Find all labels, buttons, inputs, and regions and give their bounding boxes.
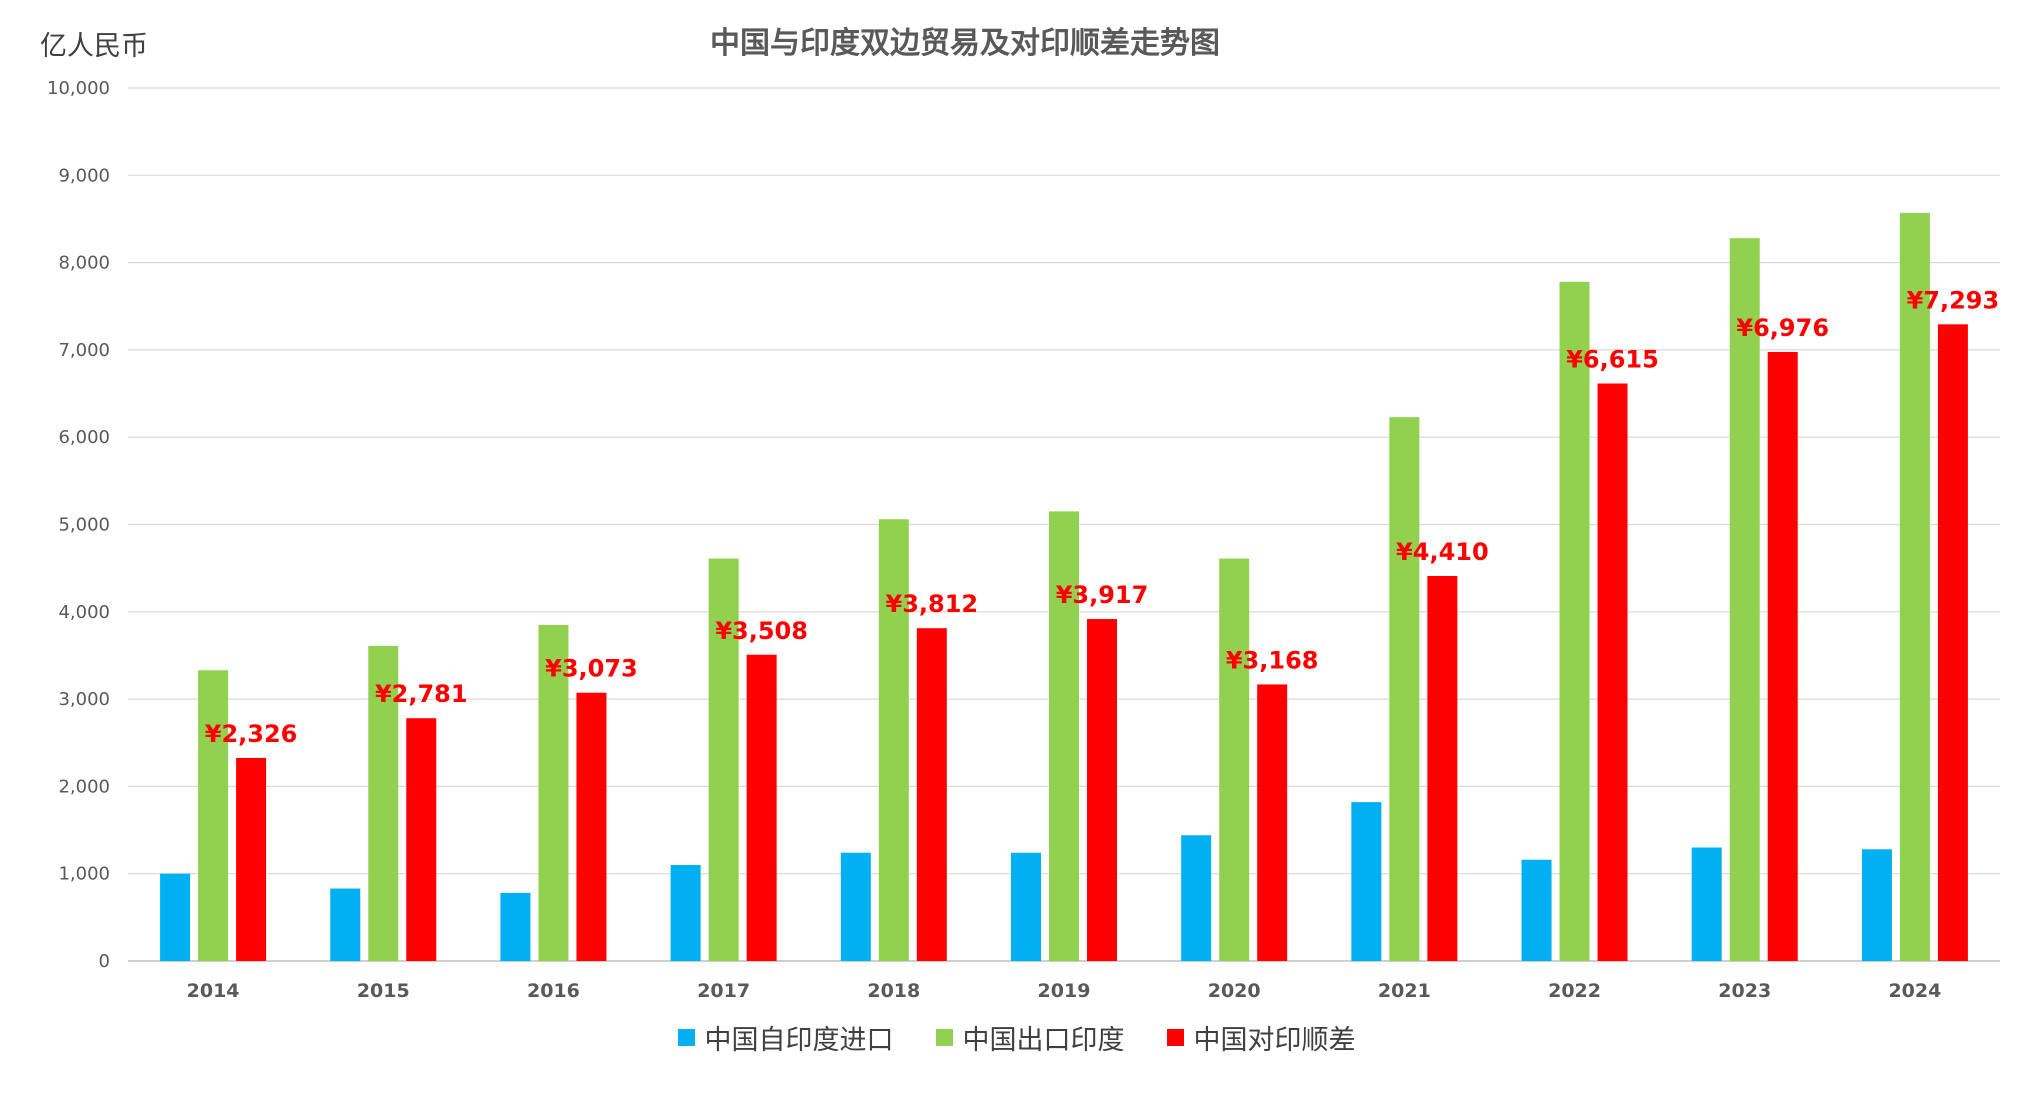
bar-import	[500, 892, 531, 961]
bar-import	[1521, 859, 1552, 961]
y-tick-label: 3,000	[58, 689, 110, 710]
bar-export	[198, 670, 229, 961]
x-tick-label: 2023	[1718, 980, 1771, 1002]
bar-export	[1049, 511, 1079, 961]
plot-area: 0 1,000 2,000 3,000 4,000 5,000 6,000 7,000 8,00…	[47, 78, 2000, 1002]
data-label-surplus: ¥3,508	[715, 617, 808, 645]
data-label-surplus: ¥3,073	[545, 655, 638, 683]
bar-surplus	[1087, 619, 1117, 961]
x-tick-label: 2018	[867, 980, 920, 1002]
data-label-surplus: ¥7,293	[1907, 286, 2000, 314]
legend-label-import: 中国自印度进口	[704, 1025, 894, 1056]
x-tick-label: 2024	[1888, 980, 1941, 1002]
bar-import	[330, 888, 361, 961]
x-tick-label: 2014	[187, 980, 240, 1002]
data-label-surplus: ¥4,410	[1396, 538, 1489, 566]
bar-surplus	[1937, 324, 1968, 961]
bar-surplus	[1427, 576, 1458, 961]
legend-item-surplus: 中国对印顺差	[1166, 1018, 1356, 1057]
bar-surplus	[1257, 684, 1288, 961]
legend-swatch-export	[935, 1029, 953, 1046]
bar-export	[878, 519, 909, 961]
bar-export	[1729, 238, 1760, 961]
bar-import	[1861, 849, 1892, 961]
x-tick-label: 2020	[1208, 980, 1261, 1002]
legend-label-export: 中国出口印度	[962, 1025, 1125, 1056]
y-tick-label: 1,000	[58, 864, 110, 885]
bar-import	[840, 852, 871, 961]
legend-item-import: 中国自印度进口	[677, 1018, 894, 1057]
legend-label-surplus: 中国对印顺差	[1193, 1025, 1356, 1056]
data-label-surplus: ¥3,812	[886, 590, 979, 618]
y-tick-label: 10,000	[47, 78, 110, 99]
legend: 中国自印度进口 中国出口印度 中国对印顺差	[0, 1018, 2033, 1057]
bar-surplus	[916, 628, 947, 961]
x-tick-label: 2016	[527, 980, 580, 1002]
bar-surplus	[1597, 383, 1628, 961]
y-tick-label: 2,000	[58, 776, 110, 797]
bar-export	[538, 624, 569, 961]
x-tick-label: 2019	[1038, 980, 1091, 1002]
bar-surplus	[746, 654, 777, 961]
y-axis-unit-label: 亿人民币	[40, 31, 148, 62]
legend-swatch-import	[677, 1029, 695, 1046]
x-tick-label: 2021	[1378, 980, 1431, 1002]
bar-export	[1899, 212, 1930, 962]
data-label-surplus: ¥6,615	[1566, 346, 1659, 374]
data-label-surplus: ¥3,917	[1056, 581, 1149, 609]
y-tick-label: 7,000	[58, 340, 110, 361]
data-label-surplus: ¥3,168	[1226, 646, 1319, 674]
x-tick-label: 2015	[357, 980, 410, 1002]
legend-item-export: 中国出口印度	[935, 1018, 1125, 1057]
bar-surplus	[406, 718, 437, 961]
bar-surplus	[236, 757, 267, 961]
bar-import	[1351, 802, 1382, 961]
y-tick-label: 9,000	[58, 165, 110, 186]
bar-export	[1389, 417, 1420, 962]
y-tick-label: 6,000	[58, 427, 110, 448]
bar-export	[368, 645, 399, 961]
bar-import	[1011, 852, 1041, 961]
bar-export	[1219, 558, 1250, 961]
y-tick-label: 8,000	[58, 253, 110, 274]
bar-import	[670, 864, 701, 961]
legend-swatch-surplus	[1166, 1029, 1184, 1046]
data-label-surplus: ¥6,976	[1736, 314, 1829, 342]
y-tick-label: 0	[99, 951, 110, 972]
data-label-surplus: ¥2,781	[375, 680, 468, 708]
bar-export	[708, 558, 739, 961]
x-tick-label: 2017	[697, 980, 750, 1002]
x-tick-label: 2022	[1548, 980, 1601, 1002]
bar-surplus	[576, 692, 607, 961]
bar-export	[1559, 281, 1590, 961]
y-tick-label: 5,000	[58, 515, 110, 536]
data-label-surplus: ¥2,326	[205, 720, 298, 748]
bar-import	[160, 873, 191, 961]
y-tick-label: 4,000	[58, 602, 110, 623]
chart-title: 中国与印度双边贸易及对印顺差走势图	[710, 26, 1220, 61]
bar-surplus	[1767, 351, 1798, 961]
bar-import	[1691, 847, 1722, 961]
bar-import	[1181, 835, 1212, 961]
